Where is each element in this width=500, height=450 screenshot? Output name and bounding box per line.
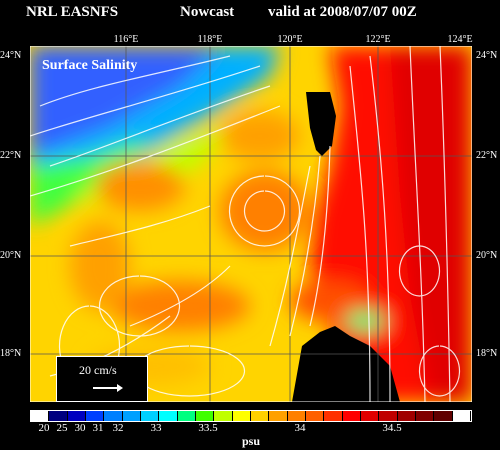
colorbar-tick: 31 — [92, 422, 104, 434]
eddy-center — [220, 171, 310, 251]
luzon-land — [292, 326, 400, 402]
colorbar-tick: 25 — [56, 422, 68, 434]
colorbar-swatch — [31, 411, 50, 421]
colorbar-swatch — [177, 411, 196, 421]
colorbar-swatch — [159, 411, 178, 421]
graticule — [30, 46, 472, 402]
colorbar-swatch — [85, 411, 105, 421]
colorbar-swatch — [342, 411, 361, 421]
colorbar-swatch — [379, 411, 398, 421]
lat-label-20-right: 20°N — [476, 250, 498, 261]
map-title: Surface Salinity — [42, 58, 138, 73]
colorbar-swatch — [232, 411, 251, 421]
taiwan-land — [306, 92, 336, 156]
lat-label-22-left: 22°N — [0, 150, 22, 161]
colorbar-tick: 34 — [294, 422, 306, 434]
salinity-map — [30, 46, 472, 402]
velocity-scale: 20 cm/s — [56, 356, 148, 402]
colorbar — [30, 410, 472, 422]
colorbar-tick: 33 — [150, 422, 162, 434]
colorbar-unit: psu — [242, 434, 261, 448]
lat-label-18-right: 18°N — [476, 348, 498, 359]
colorbar-swatch — [214, 411, 233, 421]
header-product: Nowcast — [180, 4, 235, 20]
colorbar-tick: 30 — [74, 422, 86, 434]
colorbar-swatch — [415, 411, 435, 421]
header-valid-time: valid at 2008/07/07 00Z — [268, 4, 417, 20]
lon-label-124: 124°E — [447, 34, 473, 45]
colorbar-swatch — [397, 411, 416, 421]
velocity-scale-label: 20 cm/s — [79, 363, 117, 377]
lat-label-20-left: 20°N — [0, 250, 22, 261]
lat-label-24-right: 24°N — [476, 50, 498, 61]
lon-label-116: 116°E — [113, 34, 139, 45]
scale-arrow-icon — [93, 384, 123, 392]
lon-label-118: 118°E — [197, 34, 223, 45]
lat-label-18-left: 18°N — [0, 348, 22, 359]
header-model-name: NRL EASNFS — [26, 4, 119, 20]
colorbar-swatch — [49, 411, 68, 421]
lat-label-22-right: 22°N — [476, 150, 498, 161]
colorbar-swatch — [140, 411, 160, 421]
colorbar-swatch — [195, 411, 215, 421]
colorbar-swatch — [452, 411, 471, 421]
colorbar-swatch — [269, 411, 288, 421]
colorbar-swatch — [104, 411, 123, 421]
colorbar-swatch — [122, 411, 141, 421]
lat-label-24-left: 24°N — [0, 50, 22, 61]
colorbar-tick: 32 — [112, 422, 124, 434]
colorbar-swatch — [250, 411, 270, 421]
colorbar-tick: 33.5 — [198, 422, 218, 434]
colorbar-tick: 34.5 — [382, 422, 402, 434]
colorbar-swatch — [360, 411, 380, 421]
colorbar-swatch — [67, 411, 86, 421]
colorbar-swatch — [324, 411, 343, 421]
lon-label-122: 122°E — [365, 34, 391, 45]
colorbar-swatch — [434, 411, 453, 421]
lon-label-120: 120°E — [277, 34, 303, 45]
velocity-vectors — [30, 46, 461, 402]
colorbar-swatch — [287, 411, 306, 421]
colorbar-swatch — [305, 411, 325, 421]
colorbar-tick: 20 — [38, 422, 50, 434]
